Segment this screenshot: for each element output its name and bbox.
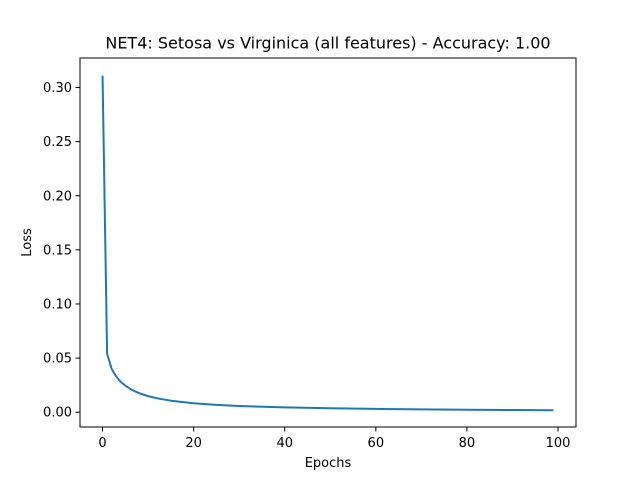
y-tick-label: 0.20 xyxy=(43,189,72,204)
x-tick-label: 40 xyxy=(276,436,293,451)
y-tick-label: 0.05 xyxy=(43,352,72,367)
x-axis: 0 20 40 60 80 100 xyxy=(98,427,570,451)
y-tick-label: 0.30 xyxy=(43,81,72,96)
y-tick-label: 0.00 xyxy=(43,406,72,421)
y-tick-label: 0.15 xyxy=(43,243,72,258)
y-tick-label: 0.25 xyxy=(43,135,72,150)
x-tick-label: 20 xyxy=(185,436,202,451)
x-tick-label: 80 xyxy=(459,436,476,451)
plot-area xyxy=(101,75,554,412)
y-axis: 0.00 0.05 0.10 0.15 0.20 0.25 0.30 xyxy=(43,81,80,421)
axes-frame xyxy=(79,57,577,428)
x-tick-label: 100 xyxy=(546,436,571,451)
y-axis-label: Loss xyxy=(20,228,35,257)
y-tick-label: 0.10 xyxy=(43,297,72,312)
x-tick-label: 60 xyxy=(368,436,385,451)
loss-series-line xyxy=(101,75,554,412)
x-tick-label: 0 xyxy=(98,436,106,451)
chart-title: NET4: Setosa vs Virginica (all features)… xyxy=(105,34,550,53)
x-axis-label: Epochs xyxy=(305,456,352,471)
